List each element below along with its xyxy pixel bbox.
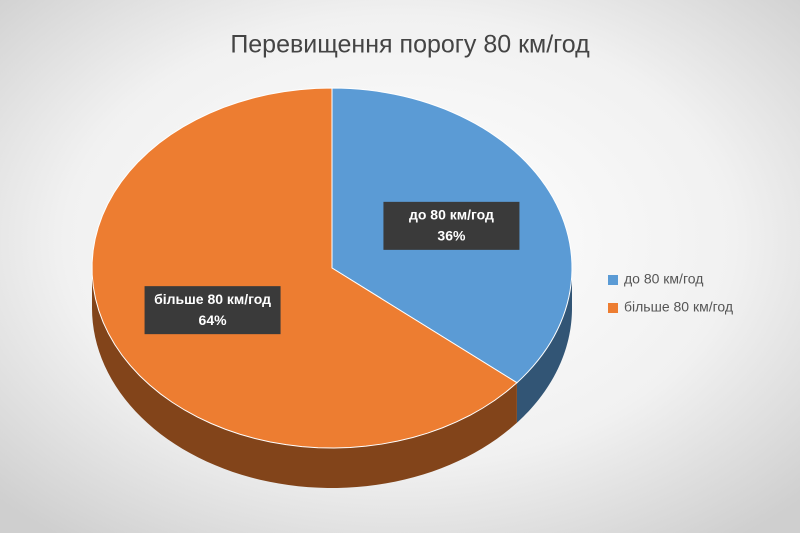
label-category: більше 80 км/год xyxy=(154,291,271,307)
chart-title: Перевищення порогу 80 км/год xyxy=(230,31,590,59)
slice xyxy=(91,87,518,449)
legend-label: до 80 км/год xyxy=(624,271,703,287)
data-label: до 80 км/год 36% xyxy=(383,201,520,250)
slice-side xyxy=(516,268,572,423)
legend-swatch xyxy=(608,275,618,285)
label-value: 64% xyxy=(199,312,228,328)
label-box xyxy=(144,286,281,335)
data-label: більше 80 км/год 64% xyxy=(144,286,281,335)
legend-label: більше 80 км/год xyxy=(624,299,733,315)
label-box xyxy=(383,201,520,250)
slice-side xyxy=(92,268,517,488)
legend: до 80 км/год більше 80 км/год xyxy=(608,271,733,315)
data-labels: до 80 км/год 36% більше 80 км/год 64% xyxy=(144,201,520,335)
legend-swatch xyxy=(608,303,618,313)
label-category: до 80 км/год xyxy=(409,207,494,223)
label-value: 36% xyxy=(437,228,466,244)
